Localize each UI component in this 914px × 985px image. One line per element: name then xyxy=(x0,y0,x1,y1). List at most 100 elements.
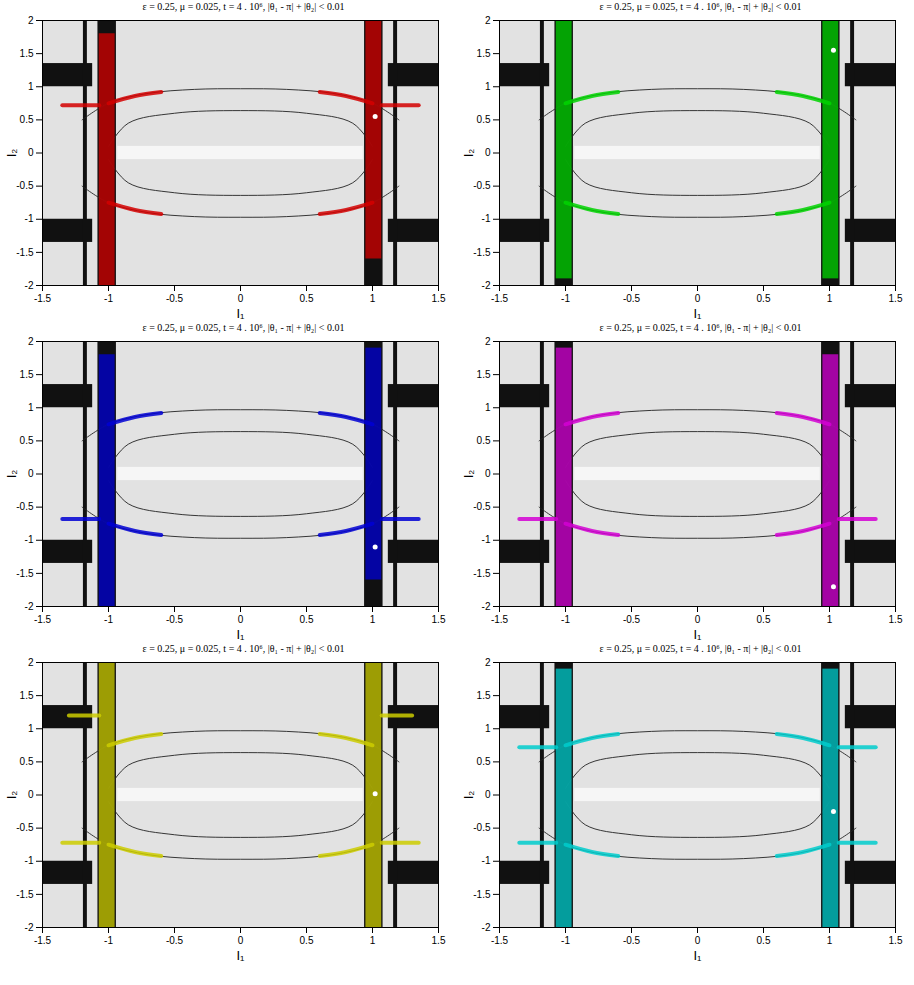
svg-text:I₁: I₁ xyxy=(237,948,246,963)
svg-text:-0.5: -0.5 xyxy=(16,501,34,512)
svg-text:-0.5: -0.5 xyxy=(16,822,34,833)
svg-text:-2: -2 xyxy=(482,601,491,612)
svg-text:-0.5: -0.5 xyxy=(473,180,491,191)
svg-text:-0.5: -0.5 xyxy=(166,614,184,625)
svg-text:2: 2 xyxy=(28,336,34,347)
svg-text:I₂: I₂ xyxy=(4,470,19,479)
svg-text:0.5: 0.5 xyxy=(300,935,314,946)
svg-text:0.5: 0.5 xyxy=(20,756,34,767)
svg-text:-1: -1 xyxy=(482,534,491,545)
svg-text:-2: -2 xyxy=(482,280,491,291)
svg-text:1.5: 1.5 xyxy=(20,690,34,701)
svg-text:-1: -1 xyxy=(104,293,113,304)
svg-text:1: 1 xyxy=(28,81,34,92)
svg-text:I₂: I₂ xyxy=(4,149,19,158)
svg-text:0: 0 xyxy=(28,468,34,479)
svg-text:I₂: I₂ xyxy=(461,470,476,479)
svg-text:1.5: 1.5 xyxy=(477,690,491,701)
svg-text:I₂: I₂ xyxy=(461,791,476,800)
svg-text:-2: -2 xyxy=(25,280,34,291)
svg-text:0.5: 0.5 xyxy=(20,435,34,446)
svg-text:-0.5: -0.5 xyxy=(473,501,491,512)
svg-text:-1: -1 xyxy=(561,614,570,625)
svg-text:I₁: I₁ xyxy=(694,948,703,963)
svg-text:1.5: 1.5 xyxy=(889,935,903,946)
svg-text:-1.5: -1.5 xyxy=(473,889,491,900)
svg-text:-1.5: -1.5 xyxy=(16,247,34,258)
svg-text:0.5: 0.5 xyxy=(20,114,34,125)
svg-text:1.5: 1.5 xyxy=(889,293,903,304)
svg-text:-1: -1 xyxy=(482,855,491,866)
svg-text:1: 1 xyxy=(370,293,376,304)
svg-text:1: 1 xyxy=(370,935,376,946)
svg-text:0: 0 xyxy=(695,935,701,946)
svg-text:1.5: 1.5 xyxy=(20,48,34,59)
svg-text:-0.5: -0.5 xyxy=(623,935,641,946)
svg-text:0: 0 xyxy=(238,293,244,304)
svg-text:-2: -2 xyxy=(25,601,34,612)
svg-text:2: 2 xyxy=(485,657,491,668)
svg-text:-0.5: -0.5 xyxy=(473,822,491,833)
svg-text:0: 0 xyxy=(238,935,244,946)
svg-text:2: 2 xyxy=(485,336,491,347)
svg-text:1.5: 1.5 xyxy=(432,935,446,946)
svg-text:-0.5: -0.5 xyxy=(166,293,184,304)
svg-text:-0.5: -0.5 xyxy=(623,293,641,304)
svg-text:-0.5: -0.5 xyxy=(623,614,641,625)
svg-text:0.5: 0.5 xyxy=(757,614,771,625)
svg-text:1: 1 xyxy=(485,81,491,92)
svg-text:-2: -2 xyxy=(482,922,491,933)
svg-text:-1.5: -1.5 xyxy=(34,293,52,304)
svg-text:0: 0 xyxy=(485,147,491,158)
svg-text:0: 0 xyxy=(28,789,34,800)
svg-text:0.5: 0.5 xyxy=(477,756,491,767)
svg-text:-1: -1 xyxy=(482,213,491,224)
svg-text:0.5: 0.5 xyxy=(757,293,771,304)
svg-text:-0.5: -0.5 xyxy=(166,935,184,946)
svg-text:-1.5: -1.5 xyxy=(491,614,509,625)
svg-text:-1: -1 xyxy=(104,614,113,625)
svg-text:-1.5: -1.5 xyxy=(491,935,509,946)
svg-text:1.5: 1.5 xyxy=(432,293,446,304)
svg-text:1: 1 xyxy=(485,402,491,413)
svg-text:-1: -1 xyxy=(25,534,34,545)
svg-text:-1: -1 xyxy=(25,855,34,866)
svg-text:0: 0 xyxy=(485,468,491,479)
svg-text:I₂: I₂ xyxy=(461,149,476,158)
svg-text:1: 1 xyxy=(28,402,34,413)
svg-text:-1: -1 xyxy=(561,935,570,946)
svg-text:I₂: I₂ xyxy=(4,791,19,800)
svg-text:0.5: 0.5 xyxy=(477,435,491,446)
svg-text:-1.5: -1.5 xyxy=(34,935,52,946)
svg-text:1: 1 xyxy=(827,293,833,304)
svg-text:I₁: I₁ xyxy=(694,306,703,321)
svg-text:-1: -1 xyxy=(25,213,34,224)
svg-text:-1: -1 xyxy=(561,293,570,304)
svg-text:0.5: 0.5 xyxy=(300,614,314,625)
svg-text:-0.5: -0.5 xyxy=(16,180,34,191)
svg-text:0.5: 0.5 xyxy=(300,293,314,304)
svg-text:1.5: 1.5 xyxy=(477,48,491,59)
svg-text:I₁: I₁ xyxy=(237,627,246,642)
svg-text:I₁: I₁ xyxy=(237,306,246,321)
svg-text:-1.5: -1.5 xyxy=(473,247,491,258)
svg-text:-2: -2 xyxy=(25,922,34,933)
svg-text:1: 1 xyxy=(827,614,833,625)
svg-text:-1.5: -1.5 xyxy=(491,293,509,304)
svg-text:1: 1 xyxy=(28,723,34,734)
svg-text:-1.5: -1.5 xyxy=(16,568,34,579)
svg-text:2: 2 xyxy=(485,15,491,26)
svg-text:I₁: I₁ xyxy=(694,627,703,642)
svg-text:-1.5: -1.5 xyxy=(473,568,491,579)
svg-text:1: 1 xyxy=(485,723,491,734)
svg-text:1.5: 1.5 xyxy=(477,369,491,380)
svg-text:1: 1 xyxy=(827,935,833,946)
svg-text:1.5: 1.5 xyxy=(20,369,34,380)
svg-text:0: 0 xyxy=(695,293,701,304)
svg-text:2: 2 xyxy=(28,15,34,26)
svg-text:0: 0 xyxy=(28,147,34,158)
svg-text:0: 0 xyxy=(238,614,244,625)
svg-text:-1.5: -1.5 xyxy=(16,889,34,900)
svg-text:1: 1 xyxy=(370,614,376,625)
svg-text:0: 0 xyxy=(485,789,491,800)
